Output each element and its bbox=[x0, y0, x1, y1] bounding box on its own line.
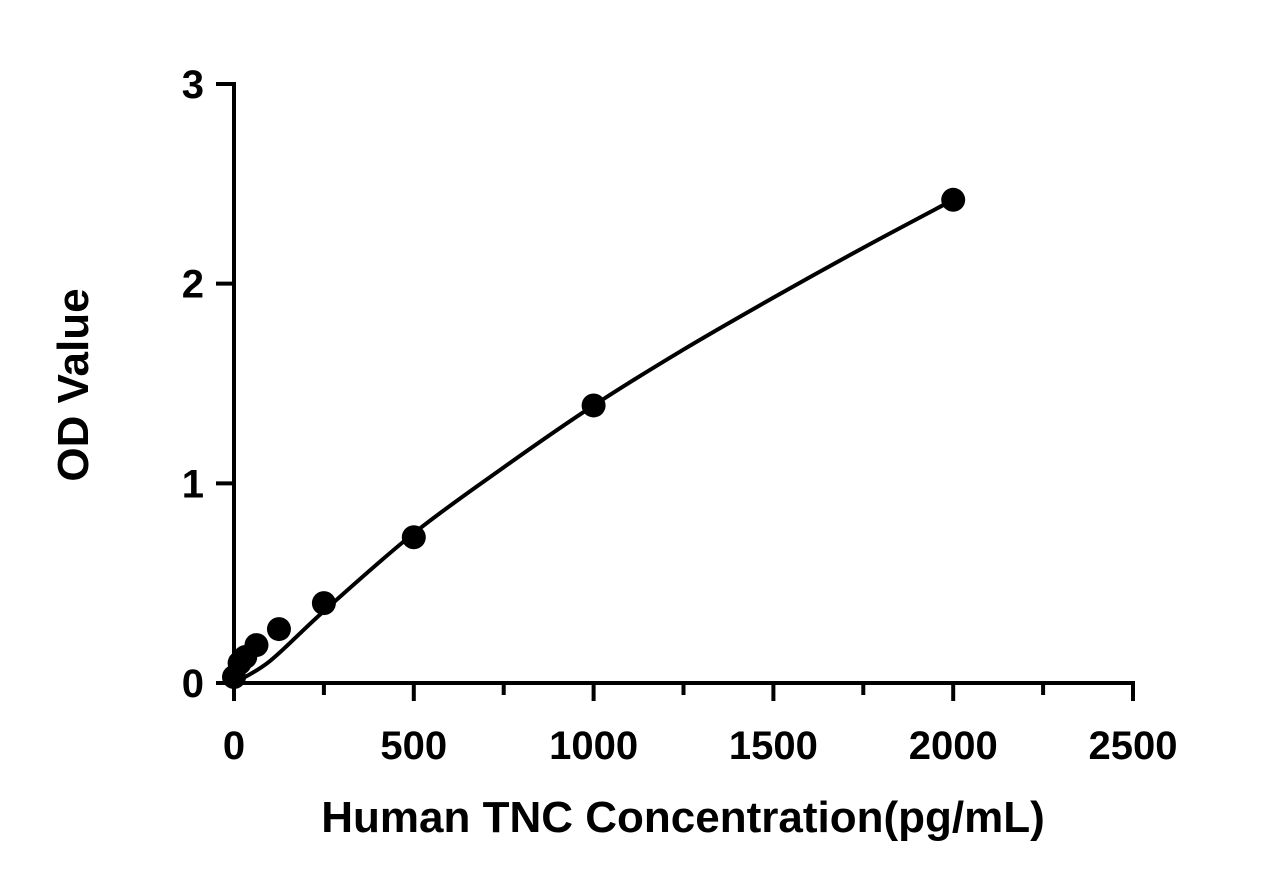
x-tick-label: 1500 bbox=[729, 724, 818, 768]
x-axis: 0 500 1000 1500 2000 2500 bbox=[223, 681, 1178, 768]
data-point bbox=[941, 187, 966, 212]
y-tick-label: 0 bbox=[182, 662, 204, 706]
x-tick-label: 2500 bbox=[1089, 724, 1178, 768]
y-tick-label: 2 bbox=[182, 263, 204, 307]
y-tick-label: 3 bbox=[182, 63, 204, 107]
y-tick-label: 1 bbox=[182, 462, 204, 506]
x-tick-label: 1000 bbox=[549, 724, 638, 768]
y-axis-title: OD Value bbox=[49, 288, 98, 481]
y-axis: 0 1 2 3 bbox=[182, 63, 236, 706]
data-point bbox=[581, 393, 606, 418]
x-tick-label: 0 bbox=[223, 724, 245, 768]
data-point bbox=[311, 591, 336, 616]
data-points-layer bbox=[222, 187, 966, 690]
x-axis-title: Human TNC Concentration(pg/mL) bbox=[321, 793, 1045, 842]
x-tick-label: 500 bbox=[380, 724, 447, 768]
data-point bbox=[266, 617, 291, 642]
x-tick-label: 2000 bbox=[909, 724, 998, 768]
data-point bbox=[244, 633, 269, 658]
fit-curve-line bbox=[232, 198, 955, 685]
fit-curve-layer bbox=[232, 198, 955, 685]
data-point bbox=[401, 525, 426, 550]
